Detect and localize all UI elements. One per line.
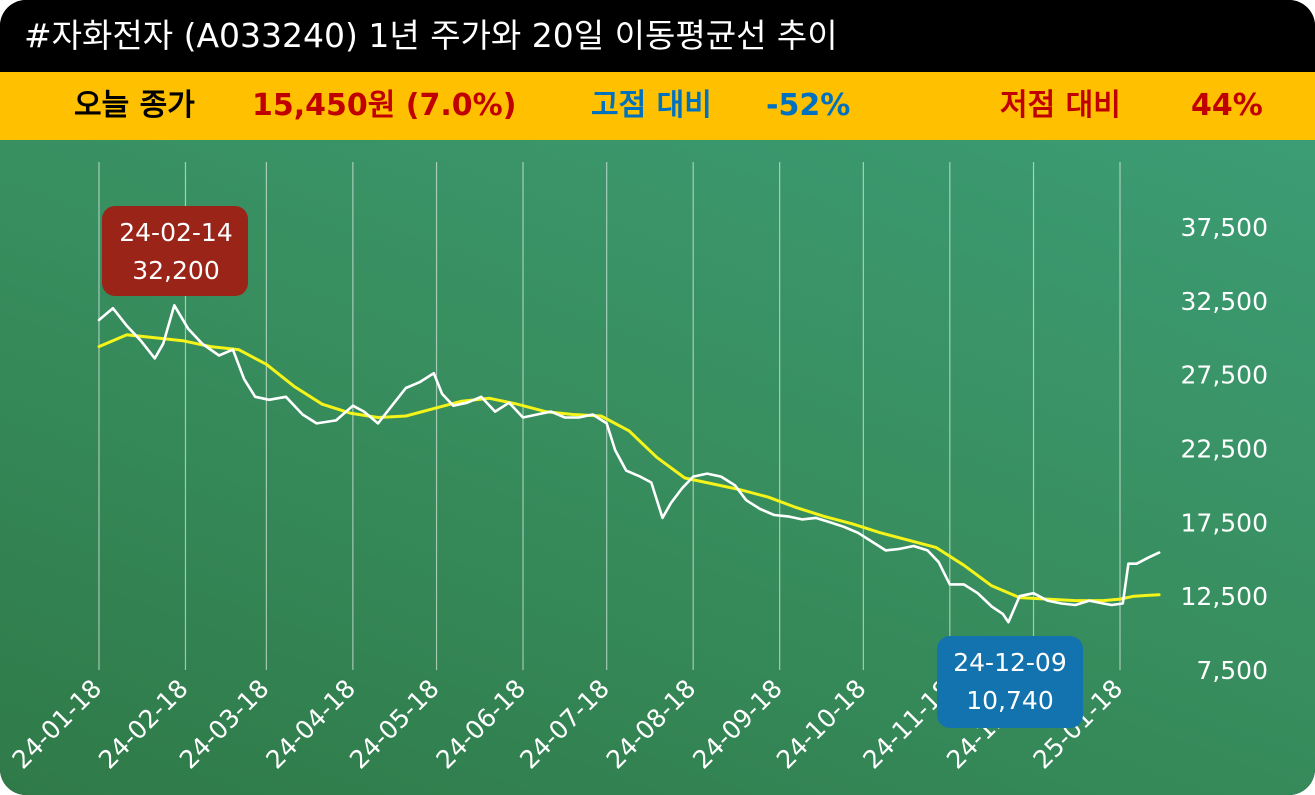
moving-average-series <box>97 333 1161 603</box>
x-tick-label: 24-01-18 <box>6 674 107 775</box>
price-series <box>97 304 1161 624</box>
y-tick-label: 37,500 <box>1181 213 1268 242</box>
x-tick-label: 24-05-18 <box>344 674 445 775</box>
low-annotation: 24-12-09 10,740 <box>937 636 1083 728</box>
y-tick-label: 17,500 <box>1181 508 1268 537</box>
y-tick-label: 22,500 <box>1181 435 1268 464</box>
low-annotation-value: 10,740 <box>966 686 1053 715</box>
stats-bar: 오늘 종가 15,450원 (7.0%) 고점 대비 -52% 저점 대비 44… <box>0 72 1315 140</box>
high-compare-label: 고점 대비 <box>591 88 712 123</box>
grid-lines <box>98 162 1121 670</box>
low-compare-label: 저점 대비 <box>1000 88 1121 123</box>
y-axis-ticks: 7,500 12,500 17,500 22,500 27,500 32,500 37,50… <box>1181 213 1268 685</box>
x-tick-label: 24-08-18 <box>601 674 702 775</box>
x-tick-label: 24-03-18 <box>174 674 275 775</box>
y-tick-label: 12,500 <box>1181 582 1268 611</box>
y-tick-label: 7,500 <box>1196 656 1268 685</box>
low-annotation-date: 24-12-09 <box>953 648 1066 677</box>
high-annotation-date: 24-02-14 <box>119 218 232 247</box>
high-compare-value: -52% <box>766 88 851 123</box>
moving-average-line <box>97 333 1161 603</box>
x-tick-label: 24-09-18 <box>687 674 788 775</box>
y-tick-label: 27,500 <box>1181 361 1268 390</box>
x-tick-label: 24-06-18 <box>431 674 532 775</box>
y-tick-label: 32,500 <box>1181 287 1268 316</box>
x-tick-label: 24-04-18 <box>260 674 361 775</box>
close-label: 오늘 종가 <box>74 88 195 123</box>
low-annotation-box <box>937 636 1083 728</box>
close-value: 15,450원 (7.0%) <box>252 88 517 123</box>
high-annotation: 24-02-14 32,200 <box>102 206 248 296</box>
low-compare-value: 44% <box>1191 88 1263 123</box>
chart-title: #자화전자 (A033240) 1년 주가와 20일 이동평균선 추이 <box>0 0 1315 72</box>
high-annotation-box <box>102 206 248 296</box>
high-annotation-value: 32,200 <box>132 256 219 285</box>
x-tick-label: 24-07-18 <box>514 674 615 775</box>
price-line <box>97 304 1161 624</box>
x-tick-label: 24-10-18 <box>771 674 872 775</box>
